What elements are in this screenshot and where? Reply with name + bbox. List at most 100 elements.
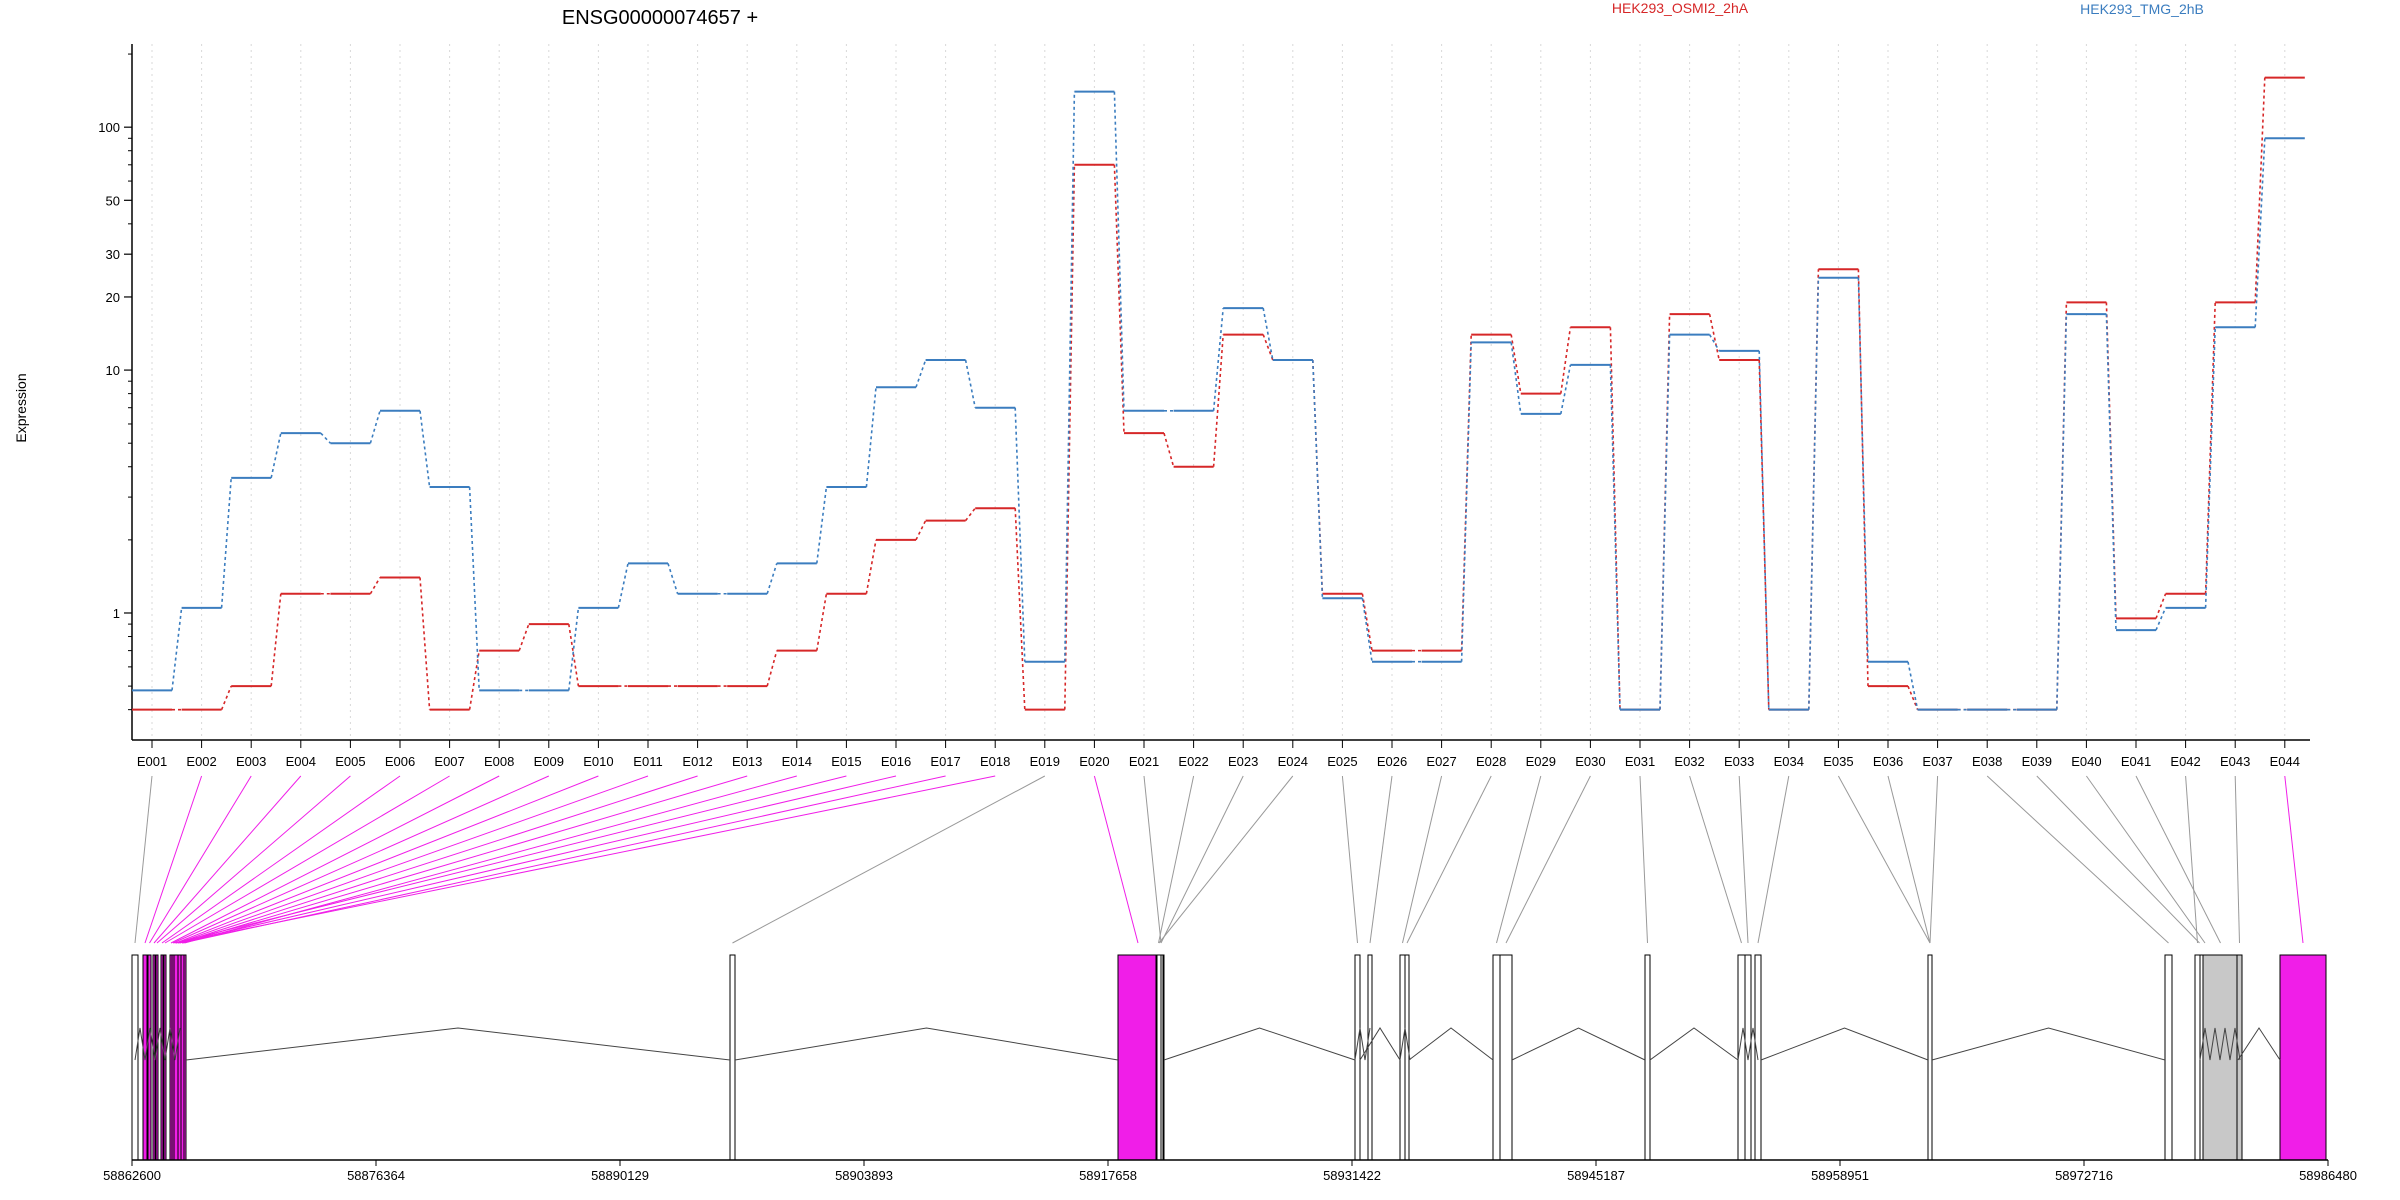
series-connector	[369, 410, 381, 444]
series-connector	[1361, 598, 1373, 662]
legend-series-1: HEK293_OSMI2_2hA	[1612, 0, 1749, 16]
exon-connector	[2085, 775, 2206, 944]
x-tick-label: E043	[2220, 754, 2250, 769]
genome-tick-label: 58917658	[1079, 1168, 1137, 1183]
exon-box-E044	[2279, 954, 2327, 1161]
series-connector	[816, 486, 828, 564]
intron-line	[1760, 1027, 1929, 1061]
x-tick-label: E035	[1823, 754, 1853, 769]
intron-zigzag	[1737, 1027, 1759, 1061]
exon-box-E026	[1367, 954, 1373, 1161]
exon-connector	[2135, 775, 2221, 944]
y-tick-label: 100	[98, 120, 120, 135]
exon-connector	[2234, 775, 2240, 944]
series-connector	[1113, 91, 1125, 411]
x-tick-label: E018	[980, 754, 1010, 769]
exon-connector	[144, 775, 203, 944]
series-connector	[816, 593, 828, 651]
exon-connector	[1929, 775, 1939, 944]
x-tick-label: E021	[1129, 754, 1159, 769]
exon-connector	[1406, 775, 1492, 944]
exon-connector	[1158, 775, 1195, 944]
series-connector	[1212, 308, 1224, 411]
exon-box-E006	[160, 954, 164, 1161]
exon-connector	[1369, 775, 1393, 944]
exon-connector	[164, 775, 450, 944]
series-connector	[270, 432, 282, 479]
series-connector	[1907, 685, 1919, 710]
series-connector	[468, 487, 480, 691]
intron-zigzag	[2199, 1027, 2241, 1061]
x-tick-label: E025	[1327, 754, 1357, 769]
series-HEK293_TMG_2hB	[132, 90, 2305, 711]
x-tick-label: E033	[1724, 754, 1754, 769]
series-connector	[568, 623, 580, 687]
x-tick-label: E004	[286, 754, 316, 769]
x-tick-label: E030	[1575, 754, 1605, 769]
x-tick-label: E003	[236, 754, 266, 769]
expression-series	[132, 76, 2305, 711]
x-tick-label: E011	[633, 754, 662, 769]
series-connector	[518, 623, 530, 651]
exon-connector	[2284, 775, 2304, 944]
series-connector	[1659, 334, 1671, 710]
y-axis-label: Expression	[13, 373, 29, 442]
x-tick-label: E042	[2170, 754, 2200, 769]
genome-tick-label: 58931422	[1323, 1168, 1381, 1183]
x-tick-label: E041	[2121, 754, 2151, 769]
intron-line	[734, 1027, 1119, 1061]
exon-connector	[1143, 775, 1162, 944]
exon-connector	[1757, 775, 1790, 944]
legend-series-2: HEK293_TMG_2hB	[2080, 1, 2204, 17]
exon-box-E042	[2194, 954, 2201, 1161]
x-tick-label: E044	[2270, 754, 2300, 769]
intron-zigzag	[134, 1027, 181, 1061]
exon-box-E037	[1927, 954, 1933, 1161]
series-connector	[1560, 364, 1572, 415]
series-connector	[964, 359, 976, 408]
exon-connector	[1093, 775, 1139, 944]
series-connector	[1014, 508, 1026, 710]
series-connector	[1510, 342, 1522, 415]
x-tick-label: E001	[137, 754, 167, 769]
series-connector	[865, 539, 877, 594]
y-tick-label: 1	[113, 606, 120, 621]
series-connector	[419, 410, 431, 488]
gridlines	[151, 44, 2286, 740]
chart-title: ENSG00000074657 +	[562, 7, 758, 29]
series-connector	[1262, 334, 1274, 361]
exon-connector	[1505, 775, 1591, 944]
x-tick-label: E006	[385, 754, 415, 769]
series-connector	[1163, 432, 1175, 467]
x-tick-label: E002	[186, 754, 216, 769]
series-connector	[1907, 661, 1919, 710]
genome-tick-label: 58958951	[1811, 1168, 1869, 1183]
exon-connector	[1158, 775, 1294, 944]
exon-box-E032	[1737, 954, 1746, 1161]
genome-coordinate-axis: 58862600 58876364 58890129 58903893 58917658…	[103, 1159, 2357, 1183]
exon-connector	[172, 775, 550, 944]
exon-box-E017	[180, 954, 185, 1161]
series-connector	[1708, 313, 1720, 361]
x-tick-label: E038	[1972, 754, 2002, 769]
exon-box-E019	[729, 954, 736, 1161]
series-connector	[1361, 593, 1373, 651]
x-tick-label: E019	[1030, 754, 1060, 769]
x-tick-label: E016	[881, 754, 911, 769]
exon-connector	[153, 775, 302, 944]
series-connector	[2155, 593, 2167, 619]
series-connector	[617, 563, 629, 609]
series-connector	[2254, 77, 2266, 303]
series-connector	[1609, 327, 1621, 710]
exon-box-E031	[1644, 954, 1651, 1161]
series-connector	[2204, 327, 2216, 608]
exon-connector	[181, 775, 748, 944]
series-connector	[667, 563, 679, 594]
exon-box-E028	[1404, 954, 1410, 1161]
genome-tick-label: 58862600	[103, 1168, 161, 1183]
intron-line	[1931, 1027, 2166, 1061]
exon-connector	[2036, 775, 2200, 944]
exon-box-E038	[2164, 954, 2173, 1161]
y-tick-label: 20	[106, 290, 120, 305]
series-connector	[865, 387, 877, 488]
